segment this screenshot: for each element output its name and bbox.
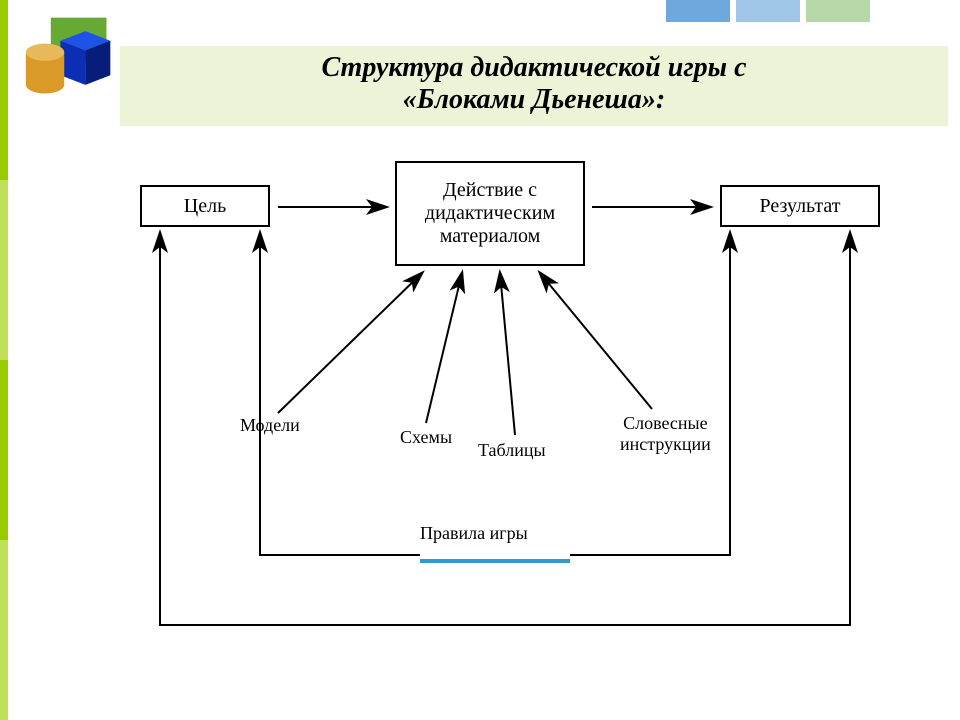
left-decoration-stripe <box>0 0 8 720</box>
diagram-area: Цель Действие с дидактическим материалом… <box>120 155 930 695</box>
bracket-line <box>570 527 730 555</box>
cylinder-top <box>26 44 64 61</box>
accent-block <box>736 0 800 22</box>
arrow <box>500 273 515 435</box>
arrow <box>278 273 422 413</box>
bracket-line <box>260 527 420 555</box>
stripe-seg <box>0 180 8 360</box>
slide-title: Структура дидактической игры с «Блоками … <box>120 46 948 126</box>
stripe-seg <box>0 0 8 180</box>
box-result: Результат <box>720 185 880 227</box>
accent-block <box>666 0 730 22</box>
box-goal-label: Цель <box>184 195 226 218</box>
arrow <box>426 273 462 423</box>
stripe-seg <box>0 540 8 720</box>
corner-3d-icon <box>22 10 118 106</box>
label-models: Модели <box>240 415 300 436</box>
label-schemes: Схемы <box>400 427 452 448</box>
box-goal: Цель <box>140 185 270 227</box>
title-line-2: «Блоками Дьенеша»: <box>136 84 932 116</box>
box-action: Действие с дидактическим материалом <box>395 161 585 266</box>
box-action-label: Действие с дидактическим материалом <box>425 179 555 248</box>
accent-block <box>806 0 870 22</box>
arrow <box>540 273 652 409</box>
label-verbal: Словесные инструкции <box>620 413 711 455</box>
title-line-1: Структура дидактической игры с <box>136 52 932 84</box>
bracket-line <box>160 589 850 625</box>
stripe-seg <box>0 360 8 540</box>
label-rules: Правила игры <box>420 523 528 544</box>
box-result-label: Результат <box>759 195 840 218</box>
label-tables: Таблицы <box>478 440 546 461</box>
top-accent-blocks <box>666 0 870 22</box>
slide: Структура дидактической игры с «Блоками … <box>0 0 960 720</box>
